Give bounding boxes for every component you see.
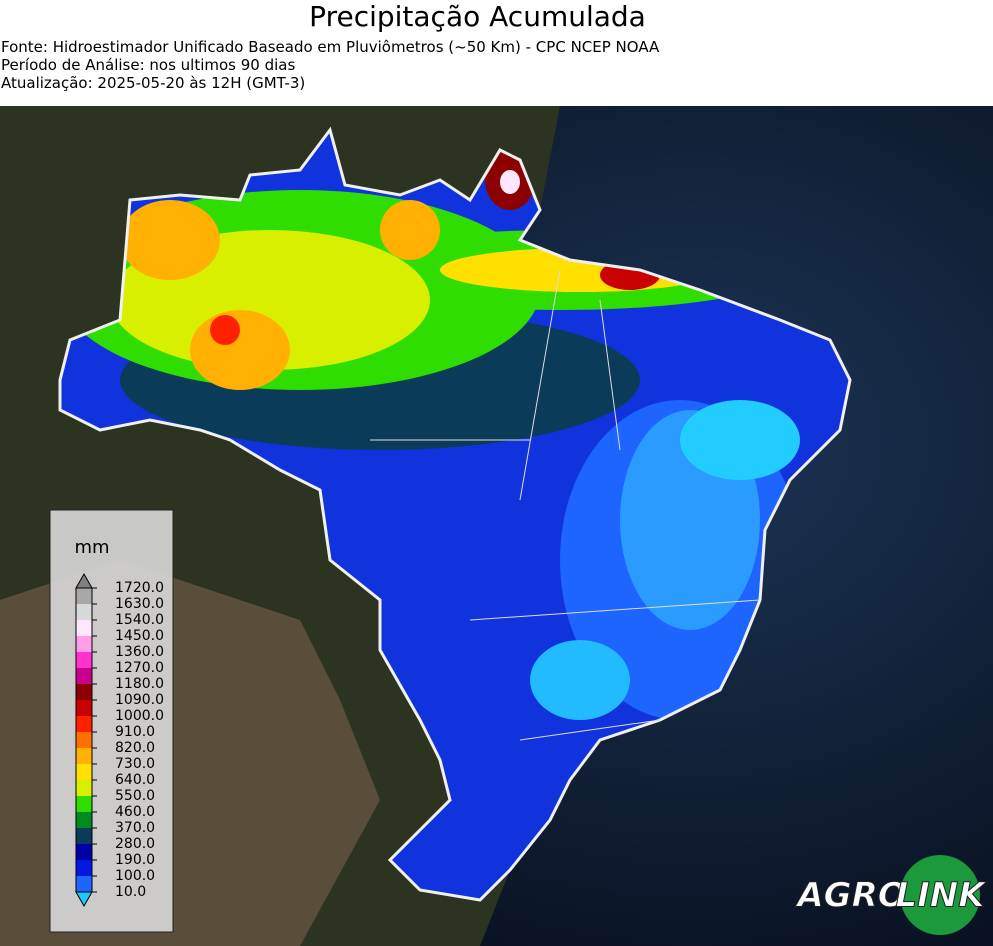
logo: AGRO LINK [794, 855, 988, 935]
colorbar-segment [76, 748, 92, 764]
logo-text: AGRO [794, 876, 906, 916]
colorbar-segment [76, 828, 92, 844]
colorbar: 1720.01630.01540.01450.01360.01270.01180… [75, 572, 164, 908]
colorbar-segment [76, 700, 92, 716]
colorbar-segment [76, 588, 92, 604]
colorbar-segment [76, 620, 92, 636]
colorbar-label: 1450.0 [115, 628, 164, 644]
colorbar-segment [76, 812, 92, 828]
header: Precipitação Acumulada Fonte: Hidroestim… [0, 0, 993, 106]
period-line: Período de Análise: nos ultimos 90 dias [1, 56, 296, 74]
colorbar-segment [76, 668, 92, 684]
map: mm 1720.01630.01540.01450.01360.01270.01… [0, 106, 993, 946]
colorbar-label: 1540.0 [115, 612, 164, 628]
colorbar-segment [76, 764, 92, 780]
colorbar-segment [76, 860, 92, 876]
title: Precipitação Acumulada [309, 0, 646, 33]
colorbar-segment [76, 716, 92, 732]
colorbar-label: 640.0 [115, 772, 155, 788]
colorbar-label: 1630.0 [115, 596, 164, 612]
colorbar-label: 1090.0 [115, 692, 164, 708]
colorbar-label: 370.0 [115, 820, 155, 836]
state-borders [370, 269, 761, 741]
colorbar-segment [76, 780, 92, 796]
colorbar-label: 1270.0 [115, 660, 164, 676]
colorbar-label: 100.0 [115, 868, 155, 884]
logo-text: LINK [895, 876, 987, 916]
colorbar-label: 190.0 [115, 852, 155, 868]
colorbar-segment [76, 636, 92, 652]
colorbar-label: 730.0 [115, 756, 155, 772]
colorbar-label: 1180.0 [115, 676, 164, 692]
colorbar-label: 280.0 [115, 836, 155, 852]
source-line: Fonte: Hidroestimador Unificado Baseado … [1, 38, 660, 56]
colorbar-segment [76, 652, 92, 668]
colorbar-segment [76, 844, 92, 860]
colorbar-label: 910.0 [115, 724, 155, 740]
colorbar-segment [76, 876, 92, 892]
colorbar-label: 1720.0 [115, 580, 164, 596]
colorbar-frame [75, 587, 93, 893]
colorbar-segment [76, 684, 92, 700]
colorbar-segment [76, 604, 92, 620]
legend-unit: mm [74, 537, 109, 558]
colorbar-label: 820.0 [115, 740, 155, 756]
colorbar-label: 1360.0 [115, 644, 164, 660]
colorbar-label: 460.0 [115, 804, 155, 820]
update-line: Atualização: 2025-05-20 às 12H (GMT-3) [1, 74, 306, 92]
colorbar-label: 1000.0 [115, 708, 164, 724]
colorbar-label: 550.0 [115, 788, 155, 804]
colorbar-segment [76, 732, 92, 748]
legend-box [49, 509, 174, 933]
colorbar-label: 10.0 [115, 884, 146, 900]
colorbar-segment [76, 796, 92, 812]
